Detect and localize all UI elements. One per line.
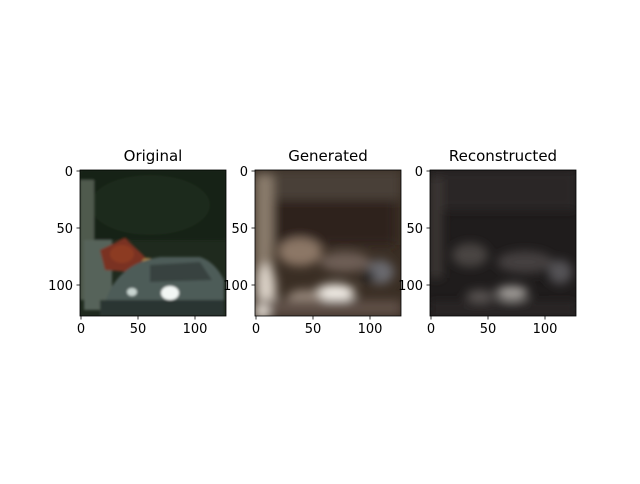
x-tick-label: 0: [252, 322, 260, 337]
x-axis: 0 50 100: [252, 316, 383, 337]
x-tick-label: 0: [427, 322, 435, 337]
x-axis: 0 50 100: [427, 316, 558, 337]
y-tick-label: 100: [48, 279, 73, 294]
panel-original: Original 0: [48, 147, 227, 337]
panel-title: Reconstructed: [449, 147, 557, 165]
y-tick-label: 100: [223, 279, 248, 294]
x-tick-label: 50: [305, 322, 322, 337]
original-image: [80, 170, 226, 316]
panel-title: Generated: [288, 147, 368, 165]
y-axis: 0 50 100: [48, 165, 80, 294]
y-tick-label: 50: [231, 222, 248, 237]
x-tick-label: 100: [358, 322, 383, 337]
y-tick-label: 0: [65, 165, 73, 180]
x-tick-label: 0: [77, 322, 85, 337]
y-axis: 0 50 100: [398, 165, 430, 294]
y-tick-label: 50: [56, 222, 73, 237]
x-tick-label: 50: [480, 322, 497, 337]
y-tick-label: 0: [240, 165, 248, 180]
y-tick-label: 100: [398, 279, 423, 294]
panel-generated: Generated 0 50: [223, 147, 402, 337]
x-tick-label: 100: [183, 322, 208, 337]
y-tick-label: 0: [415, 165, 423, 180]
x-tick-label: 50: [130, 322, 147, 337]
generated-image: [255, 170, 401, 316]
y-tick-label: 50: [406, 222, 423, 237]
reconstructed-image: [430, 170, 576, 316]
y-axis: 0 50 100: [223, 165, 255, 294]
x-tick-label: 100: [533, 322, 558, 337]
panel-reconstructed: Reconstructed 0 50 100: [398, 147, 577, 337]
x-axis: 0 50 100: [77, 316, 208, 337]
panel-title: Original: [124, 147, 183, 165]
